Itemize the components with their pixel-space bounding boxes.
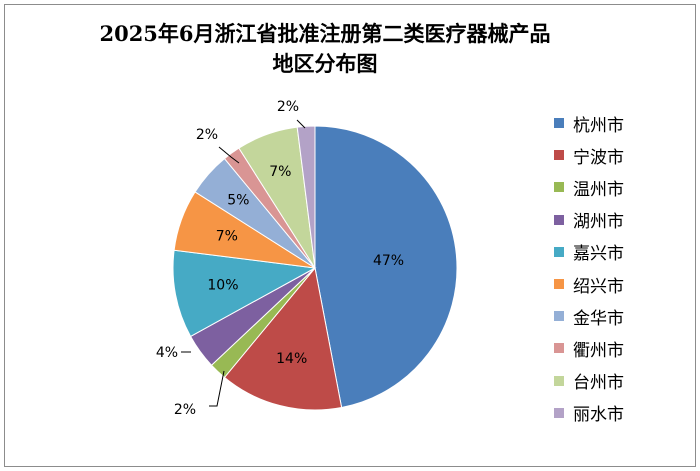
leader-line-8 xyxy=(218,146,240,164)
slice-label-10: 2% xyxy=(277,99,299,115)
chart-title: 2025年6月浙江省批准注册第二类医疗器械产品 地区分布图 xyxy=(5,19,645,79)
legend-item: 台州市 xyxy=(554,365,694,397)
chart-title-line-2: 地区分布图 xyxy=(272,51,378,76)
legend-swatch xyxy=(554,375,564,386)
slice-label-9: 7% xyxy=(269,164,291,180)
slice-label-4: 4% xyxy=(156,345,178,361)
legend-swatch xyxy=(554,118,564,129)
legend-item: 绍兴市 xyxy=(554,268,694,300)
chart-title-line-1: 2025年6月浙江省批准注册第二类医疗器械产品 xyxy=(99,21,551,46)
legend-label: 嘉兴市 xyxy=(573,244,624,265)
legend-item: 嘉兴市 xyxy=(554,236,694,268)
legend-swatch xyxy=(554,214,564,225)
legend-item: 宁波市 xyxy=(554,139,694,171)
legend-item: 温州市 xyxy=(554,171,694,203)
legend-item: 丽水市 xyxy=(554,397,694,429)
legend-label: 丽水市 xyxy=(573,405,624,426)
legend-swatch xyxy=(554,150,564,161)
legend-label: 湖州市 xyxy=(573,212,624,233)
leader-line-10 xyxy=(296,119,306,129)
pie-slice-10 xyxy=(296,125,316,269)
slice-label-5: 10% xyxy=(207,278,238,294)
legend-swatch xyxy=(554,246,564,257)
legend-label: 衢州市 xyxy=(573,340,624,361)
legend-swatch xyxy=(554,182,564,193)
pie-slice-2 xyxy=(223,266,343,411)
legend-swatch xyxy=(554,279,564,290)
legend-label: 台州市 xyxy=(573,373,624,394)
legend-swatch xyxy=(554,311,564,322)
legend-swatch xyxy=(554,343,564,354)
slice-label-8: 2% xyxy=(196,127,218,143)
chart-frame: 2025年6月浙江省批准注册第二类医疗器械产品 地区分布图 47% 14% 2% 4%… xyxy=(4,4,696,467)
leader-line-3 xyxy=(209,370,225,407)
legend-item: 衢州市 xyxy=(554,332,694,364)
slice-label-7: 5% xyxy=(227,192,249,208)
legend-label: 宁波市 xyxy=(573,147,624,168)
legend-label: 杭州市 xyxy=(573,115,624,136)
slice-label-1: 47% xyxy=(373,253,404,269)
slice-label-6: 7% xyxy=(216,228,238,244)
legend-swatch xyxy=(554,407,564,418)
legend-item: 湖州市 xyxy=(554,204,694,236)
legend-item: 金华市 xyxy=(554,300,694,332)
slice-label-2: 14% xyxy=(276,351,307,367)
legend-item: 杭州市 xyxy=(554,107,694,139)
legend-label: 金华市 xyxy=(573,308,624,329)
pie-slice-1 xyxy=(314,125,458,409)
pie-slice-5 xyxy=(172,249,317,338)
chart-legend: 杭州市宁波市温州市湖州市嘉兴市绍兴市金华市衢州市台州市丽水市 xyxy=(554,107,694,429)
pie-chart: 47% 14% 2% 4% 10% 7% 5% 2% 7% 2% xyxy=(156,99,458,418)
legend-label: 绍兴市 xyxy=(573,276,624,297)
slice-label-3: 2% xyxy=(174,402,196,418)
legend-label: 温州市 xyxy=(573,179,624,200)
